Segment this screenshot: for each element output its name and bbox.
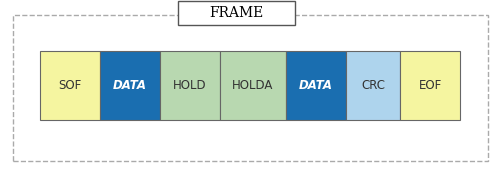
Bar <box>286 51 346 120</box>
Bar <box>40 51 100 120</box>
Text: DATA: DATA <box>299 79 333 92</box>
Bar <box>160 51 220 120</box>
Text: FRAME: FRAME <box>209 6 264 20</box>
Text: CRC: CRC <box>361 79 385 92</box>
Bar <box>220 51 286 120</box>
Bar <box>346 51 400 120</box>
Text: EOF: EOF <box>418 79 442 92</box>
Text: HOLD: HOLD <box>173 79 207 92</box>
Bar <box>178 1 295 25</box>
Bar <box>400 51 460 120</box>
Text: SOF: SOF <box>58 79 82 92</box>
Text: HOLDA: HOLDA <box>232 79 274 92</box>
Bar <box>12 15 488 161</box>
Bar <box>100 51 160 120</box>
Text: DATA: DATA <box>113 79 147 92</box>
